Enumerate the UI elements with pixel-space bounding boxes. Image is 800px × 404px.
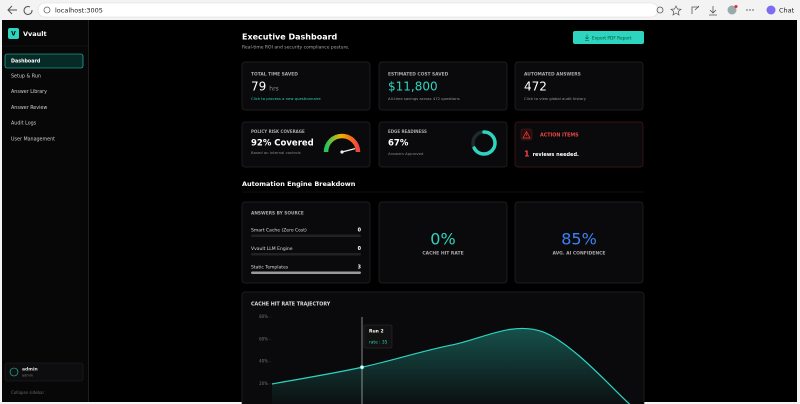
sources-title: ANSWERS BY SOURCE <box>251 211 304 217</box>
tooltip <box>363 324 393 349</box>
menu-dot[interactable] <box>749 9 751 11</box>
sidebar <box>2 20 88 402</box>
coverage-note: Based on internal controls <box>251 150 301 155</box>
logo <box>8 28 19 39</box>
reload-button[interactable] <box>23 6 33 15</box>
y-tick-label: 40% <box>259 359 268 364</box>
menu-dot[interactable] <box>752 9 754 11</box>
metric-value: 0% <box>430 230 455 249</box>
kpi-label: AUTOMATED ANSWERS <box>524 72 581 78</box>
address-bar[interactable] <box>37 2 659 18</box>
back-button[interactable] <box>7 5 17 15</box>
source-track <box>251 253 361 256</box>
menu-dot[interactable] <box>746 9 748 11</box>
profile-badge <box>734 5 738 8</box>
downloads-icon[interactable] <box>709 6 717 16</box>
chat-label[interactable]: Chat <box>779 7 795 15</box>
export-label[interactable]: Export PDF Report <box>592 35 632 41</box>
chat-icon[interactable] <box>766 5 776 15</box>
source-name: Smart Cache (Zero Cost) <box>251 228 307 234</box>
actions-label: ACTION ITEMS <box>540 133 579 139</box>
card[interactable] <box>514 61 644 111</box>
nav-item[interactable]: User Management <box>11 136 55 142</box>
source-track <box>251 234 361 237</box>
nav-item[interactable]: Setup & Run <box>11 74 41 80</box>
readiness-label: EDGE READINESS <box>388 129 427 134</box>
kpi-label: TOTAL TIME SAVED <box>251 72 298 78</box>
y-tick-label: 20% <box>259 381 268 386</box>
url: localhost:3005 <box>55 7 103 15</box>
profile-icon[interactable] <box>727 5 737 15</box>
kpi-value: 79 <box>251 80 266 94</box>
tooltip-category: Run 2 <box>369 329 384 335</box>
site-info[interactable] <box>43 6 51 14</box>
card <box>378 121 508 168</box>
card <box>378 201 508 284</box>
kpi-note[interactable]: Click to view global audit history <box>524 96 587 101</box>
export-icon <box>585 34 589 41</box>
page-title: Executive Dashboard <box>242 33 338 42</box>
section-title: Automation Engine Breakdown <box>242 180 356 188</box>
metric-value: 85% <box>561 230 597 249</box>
collections-icon[interactable] <box>691 5 700 14</box>
source-name: Vvault LLM Engine <box>251 246 293 252</box>
y-tick-label: 80% <box>259 314 268 319</box>
nav-active <box>4 53 84 69</box>
nav-item[interactable]: Answer Library <box>11 89 47 95</box>
collapse-sidebar[interactable]: Collapse sidebar <box>11 390 44 395</box>
kpi-note[interactable]: Click to process a new questionnaire <box>251 96 321 101</box>
tooltip-value: rate : 35 <box>369 340 388 346</box>
chart-title: CACHE HIT RATE TRAJECTORY <box>251 302 331 308</box>
kpi-note: All-time savings across 472 questions <box>388 96 460 101</box>
kpi-unit: hrs <box>269 86 278 93</box>
metric-label: AVG. AI CONFIDENCE <box>553 251 606 257</box>
user-card[interactable] <box>4 362 84 382</box>
export-button[interactable] <box>573 31 644 44</box>
card[interactable] <box>378 61 508 111</box>
nav-item[interactable]: Audit Logs <box>11 121 37 127</box>
metric-label: CACHE HIT RATE <box>422 251 463 257</box>
data-point <box>359 365 365 370</box>
kpi-label: ESTIMATED COST SAVED <box>388 72 449 78</box>
gauge-needle <box>341 148 356 153</box>
area-fill <box>272 328 630 404</box>
ring-progress <box>471 130 497 156</box>
actions-count: 1 <box>524 150 530 159</box>
coverage-text: 92% Covered <box>251 139 314 149</box>
logo-letter: V <box>11 31 16 38</box>
zoom-icon[interactable] <box>656 6 664 14</box>
card[interactable] <box>514 121 644 168</box>
area-line <box>271 327 631 404</box>
source-bar <box>251 271 361 274</box>
gauge-arc <box>323 133 361 153</box>
brand: Vvault <box>23 30 47 38</box>
favorite-icon[interactable] <box>670 5 682 16</box>
page-subtitle: Real-time ROI and security compliance po… <box>242 45 349 51</box>
source-value: 3 <box>358 265 361 271</box>
user-name: admin <box>22 367 38 373</box>
y-tick-label: 60% <box>259 336 268 341</box>
alert-icon <box>522 130 531 139</box>
readiness-text: 67% <box>388 139 409 149</box>
user-role: admin <box>22 374 33 378</box>
nav-item[interactable]: Answer Review <box>11 105 47 111</box>
coverage-label: POLICY RISK COVERAGE <box>251 129 305 134</box>
card[interactable] <box>241 61 371 111</box>
gauge-hub <box>340 150 344 154</box>
card <box>241 201 371 284</box>
source-value: 0 <box>358 228 362 234</box>
user-avatar <box>9 367 19 377</box>
card <box>241 121 371 168</box>
card <box>514 201 644 284</box>
nav-item[interactable]: Dashboard <box>11 59 41 65</box>
source-name: Static Templates <box>251 265 289 271</box>
kpi-value: $11,800 <box>388 80 438 94</box>
kpi-value: 472 <box>524 80 547 94</box>
readiness-note: Answers Approved <box>388 151 424 156</box>
actions-text: reviews needed. <box>533 152 579 158</box>
source-value: 0 <box>358 246 362 252</box>
